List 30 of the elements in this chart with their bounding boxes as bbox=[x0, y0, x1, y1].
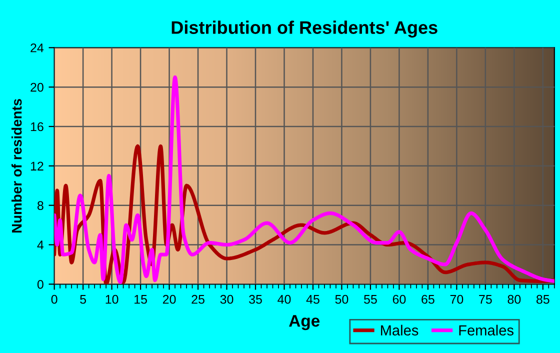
x-tick-label: 60 bbox=[392, 294, 406, 304]
x-tick-label: 40 bbox=[278, 294, 291, 304]
x-tick-label: 50 bbox=[335, 294, 348, 304]
x-tick-label: 35 bbox=[249, 294, 262, 304]
y-tick-label: 16 bbox=[30, 122, 44, 132]
legend-label: Males bbox=[381, 324, 418, 336]
x-tick-label: 20 bbox=[162, 294, 176, 304]
y-axis-title: Number of residents bbox=[12, 98, 22, 233]
x-axis-title: Age bbox=[289, 315, 320, 330]
chart-title: Distribution of Residents' Ages bbox=[172, 20, 438, 38]
y-tick-label: 12 bbox=[30, 162, 44, 170]
x-tick-label: 0 bbox=[51, 294, 58, 304]
x-tick-label: 45 bbox=[306, 295, 320, 304]
y-tick-label: 4 bbox=[37, 240, 44, 250]
y-tick-label: 8 bbox=[37, 201, 44, 210]
x-tick-label: 75 bbox=[479, 295, 492, 304]
x-tick-label: 5 bbox=[80, 295, 86, 304]
x-tick-label: 85 bbox=[536, 294, 550, 304]
y-tick-label: 20 bbox=[30, 82, 44, 92]
x-tick-label: 70 bbox=[450, 294, 464, 304]
x-tick-label: 55 bbox=[364, 295, 377, 304]
y-tick-label: 24 bbox=[30, 43, 44, 52]
x-tick-label: 80 bbox=[508, 294, 521, 304]
x-tick-label: 15 bbox=[134, 295, 147, 304]
x-tick-label: 25 bbox=[192, 294, 204, 304]
x-tick-label: 30 bbox=[220, 294, 234, 304]
x-tick-label: 10 bbox=[106, 294, 118, 304]
x-tick-label: 65 bbox=[422, 294, 434, 304]
y-tick-label: 0 bbox=[37, 280, 44, 289]
legend-label: Females bbox=[459, 324, 514, 336]
